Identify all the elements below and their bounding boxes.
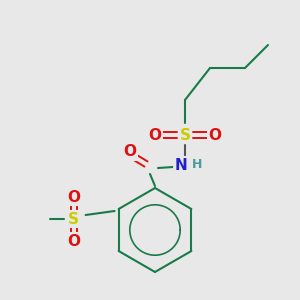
Text: S: S	[179, 128, 191, 142]
Text: N: N	[175, 158, 188, 172]
Text: S: S	[68, 212, 79, 226]
Text: H: H	[192, 158, 202, 172]
Text: O: O	[67, 233, 80, 248]
Text: O: O	[208, 128, 221, 142]
Text: O: O	[124, 145, 136, 160]
Text: O: O	[67, 190, 80, 205]
Text: O: O	[148, 128, 161, 142]
